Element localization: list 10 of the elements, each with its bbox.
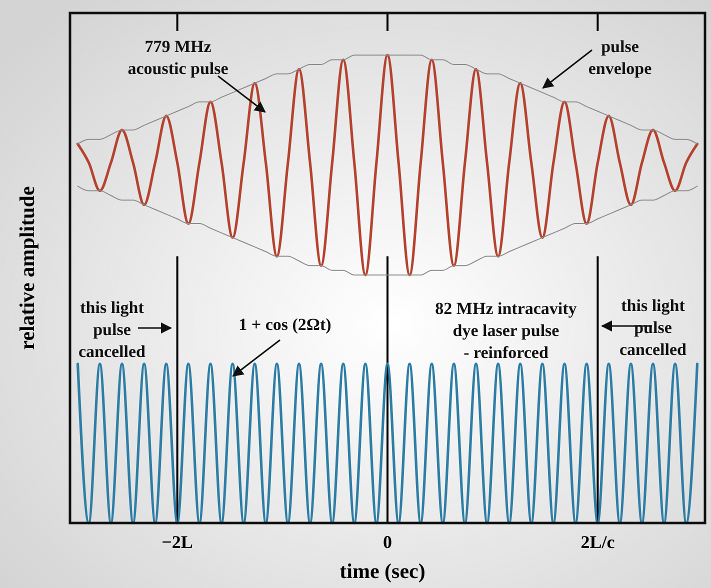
annotation: 1 + cos (2Ωt) — [238, 315, 332, 334]
x-axis-title: time (sec) — [340, 559, 426, 583]
x-tick-label: 2L/c — [580, 532, 615, 552]
annotation: 779 MHz acoustic pulse — [128, 37, 229, 78]
annotation: 82 MHz intracavity dye laser pulse - reinforced — [435, 299, 578, 362]
x-tick-label: 0 — [383, 532, 392, 552]
annotation: pulse envelope — [588, 37, 652, 78]
x-tick-label: −2L — [162, 532, 193, 552]
y-axis-title: relative amplitude — [15, 186, 39, 350]
annotation: this light pulse cancelled — [78, 298, 146, 361]
